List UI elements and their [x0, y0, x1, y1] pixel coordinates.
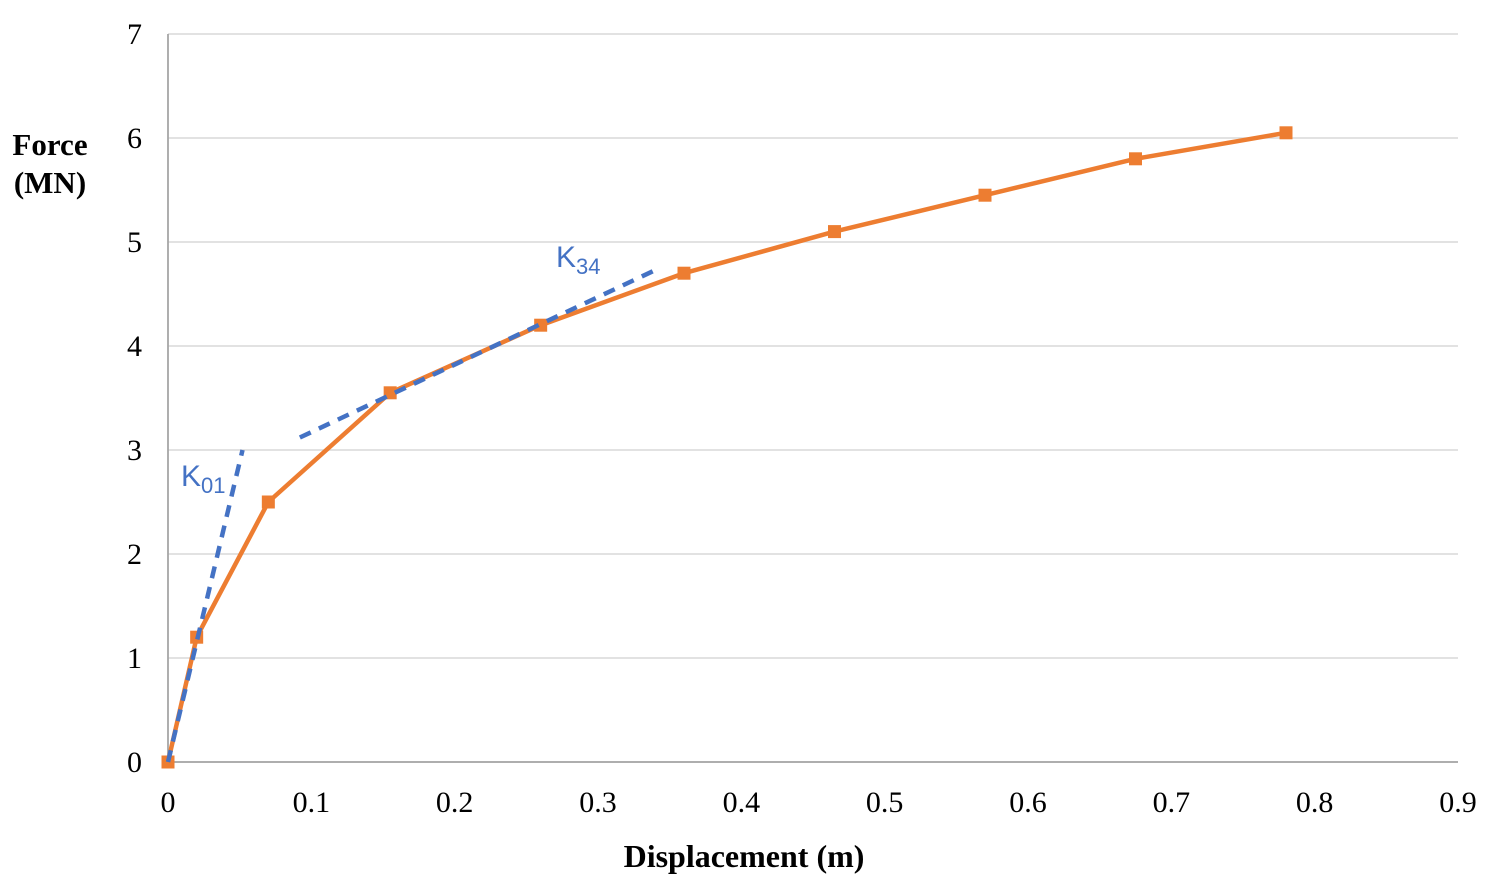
data-point-marker-5	[677, 266, 691, 280]
y-tick-label-2: 2	[127, 538, 142, 571]
y-tick-label-0: 0	[127, 746, 142, 779]
data-point-marker-9	[1279, 126, 1293, 140]
y-tick-label-1: 1	[127, 642, 142, 675]
data-point-marker-6	[828, 225, 841, 239]
data-point-marker-4	[534, 318, 548, 332]
annotation-k34-subscript: 34	[576, 254, 601, 279]
k34-secant-line	[298, 268, 657, 440]
data-point-marker-7	[978, 188, 992, 202]
y-tick-label-4: 4	[127, 330, 142, 363]
x-tick-label-0.1: 0.1	[293, 786, 331, 819]
y-axis-title: Force (MN)	[2, 126, 98, 202]
y-tick-label-3: 3	[127, 434, 142, 467]
annotation-k34: K34	[556, 241, 601, 278]
y-axis-title-line2: (MN)	[13, 165, 87, 200]
x-tick-label-0.6: 0.6	[1009, 786, 1047, 819]
x-tick-label-0.3: 0.3	[579, 786, 617, 819]
data-point-marker-8	[1129, 152, 1142, 166]
annotation-k01: K01	[181, 460, 226, 497]
annotation-k01-subscript: 01	[201, 473, 226, 498]
x-tick-label-0.8: 0.8	[1296, 786, 1334, 819]
x-tick-label-0.7: 0.7	[1153, 786, 1191, 819]
data-point-marker-3	[383, 386, 397, 400]
y-tick-label-6: 6	[127, 122, 142, 155]
x-tick-label-0.4: 0.4	[723, 786, 761, 819]
annotation-k01-text: K	[181, 460, 202, 493]
force-displacement-curve	[165, 130, 1287, 763]
data-point-marker-2	[261, 495, 275, 509]
k01-secant-line	[165, 449, 245, 763]
x-tick-label-0.5: 0.5	[866, 786, 904, 819]
x-tick-label-0.2: 0.2	[436, 786, 474, 819]
annotation-k34-text: K	[556, 241, 577, 274]
x-axis-title: Displacement (m)	[623, 838, 865, 874]
y-tick-label-5: 5	[127, 226, 142, 259]
x-tick-label-0.9: 0.9	[1439, 786, 1477, 819]
x-tick-label-0: 0	[161, 786, 176, 819]
y-tick-label-7: 7	[127, 18, 142, 51]
y-axis-title-line1: Force	[12, 127, 88, 162]
